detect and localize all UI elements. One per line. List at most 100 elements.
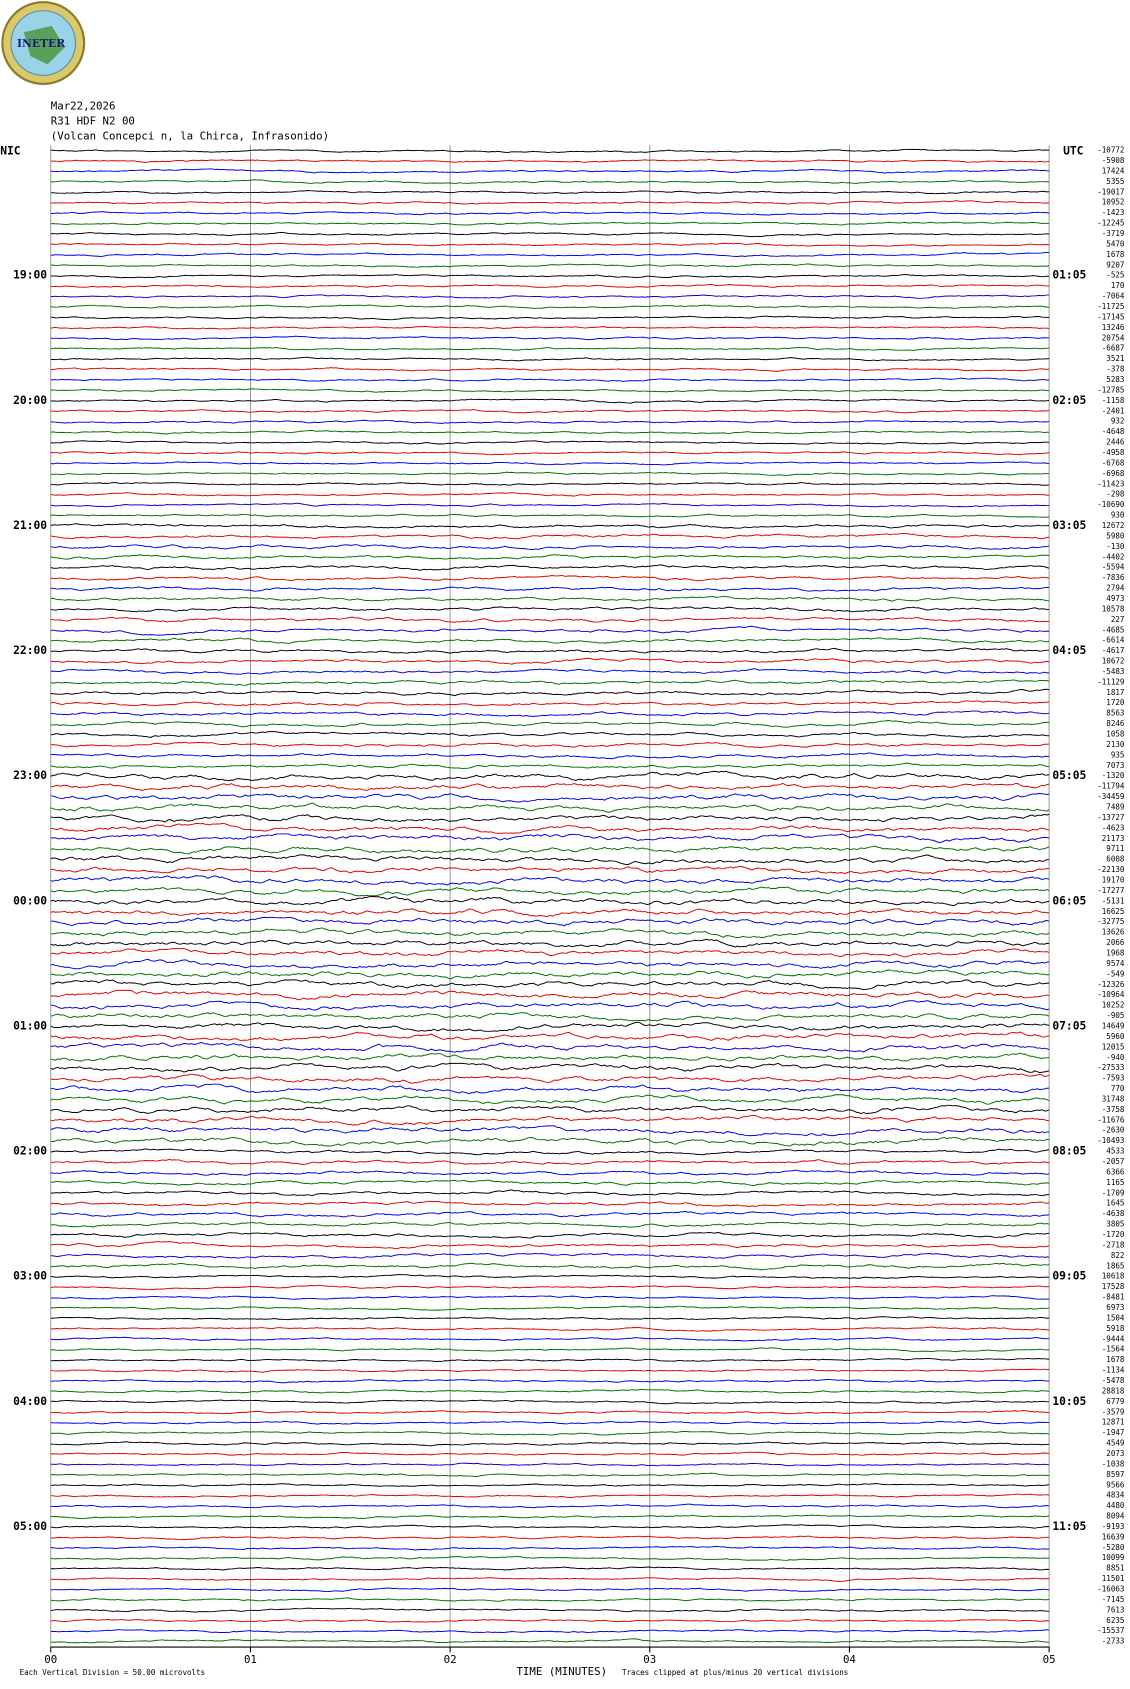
trace — [50, 471, 1050, 477]
trace — [50, 1169, 1050, 1176]
trace — [50, 263, 1050, 268]
trace — [50, 1441, 1050, 1447]
trace-offset: -4685 — [1102, 625, 1125, 634]
trace — [50, 367, 1050, 372]
trace — [50, 865, 1050, 875]
trace-offset: 930 — [1111, 511, 1125, 520]
right-time-label: 02:05 — [1052, 394, 1086, 407]
trace-offset: -6614 — [1102, 636, 1125, 645]
trace — [50, 377, 1050, 382]
trace — [50, 211, 1050, 216]
trace-offset: -1720 — [1102, 1230, 1125, 1239]
trace — [50, 347, 1050, 351]
trace-offset: -34459 — [1097, 792, 1125, 801]
trace-offset: 170 — [1111, 281, 1125, 290]
trace-offset: 21173 — [1102, 834, 1125, 843]
trace — [50, 1104, 1050, 1115]
trace — [50, 1021, 1050, 1032]
trace-offset: 12871 — [1102, 1418, 1125, 1427]
trace-offset: -12245 — [1097, 219, 1124, 228]
trace-offset: -5478 — [1102, 1376, 1125, 1385]
trace-offset: -11725 — [1097, 302, 1124, 311]
trace — [50, 1566, 1050, 1571]
trace-offset: 10672 — [1102, 657, 1125, 666]
trace-offset: -27533 — [1097, 1063, 1124, 1072]
x-tick-label: 01 — [244, 1653, 257, 1666]
trace — [50, 1012, 1050, 1022]
trace — [50, 1451, 1050, 1456]
trace-offset: -12785 — [1097, 385, 1124, 394]
trace — [50, 1420, 1050, 1425]
trace-offset: -4623 — [1102, 823, 1125, 832]
trace — [50, 148, 1050, 153]
trace — [50, 927, 1050, 938]
trace — [50, 762, 1050, 770]
trace — [50, 1336, 1050, 1342]
trace-offset: -7593 — [1102, 1074, 1125, 1083]
left-time-label: 05:00 — [13, 1520, 47, 1533]
trace — [50, 388, 1050, 393]
trace — [50, 1483, 1050, 1487]
trace-offset: 1968 — [1106, 948, 1125, 957]
trace-offset: 16625 — [1102, 907, 1125, 916]
trace — [50, 158, 1050, 163]
trace — [50, 492, 1050, 497]
x-axis-label: TIME (MINUTES) — [516, 1665, 607, 1678]
trace — [50, 1274, 1050, 1279]
trace — [50, 908, 1050, 917]
trace-offset: -10493 — [1097, 1136, 1124, 1145]
trace — [50, 719, 1050, 728]
trace — [50, 793, 1050, 803]
trace-offset: -1423 — [1102, 208, 1125, 217]
trace-offset: -11794 — [1097, 782, 1125, 791]
trace-offset: 935 — [1111, 750, 1125, 759]
left-time-label: 21:00 — [13, 519, 47, 532]
right-time-label: 04:05 — [1052, 644, 1086, 657]
trace — [50, 356, 1050, 362]
trace-offset: -9193 — [1102, 1522, 1125, 1531]
trace-offset: 3521 — [1106, 354, 1125, 363]
trace-offset: 5918 — [1106, 1324, 1125, 1333]
title-line: (Volcan Concepci n, la Chirca, Infrasoni… — [51, 130, 329, 143]
trace-offset: -5594 — [1102, 563, 1125, 572]
trace-offset: -549 — [1106, 969, 1125, 978]
trace-offset: 1865 — [1106, 1261, 1124, 1270]
trace-offset: -19017 — [1097, 187, 1124, 196]
trace — [50, 200, 1050, 205]
trace — [50, 221, 1050, 226]
trace-offset: -3758 — [1102, 1105, 1125, 1114]
x-tick-label: 03 — [643, 1653, 656, 1666]
trace-offset: -130 — [1106, 542, 1125, 551]
trace-offset: -1947 — [1102, 1428, 1125, 1437]
left-time-label: 03:00 — [13, 1270, 47, 1283]
trace-offset: -6687 — [1102, 344, 1125, 353]
left-title: NIC — [0, 145, 20, 158]
trace-offset: 3805 — [1106, 1220, 1124, 1229]
trace-offset: 10952 — [1102, 198, 1125, 207]
trace-offset: 10578 — [1102, 604, 1125, 613]
trace — [50, 523, 1050, 529]
trace — [50, 409, 1050, 414]
trace-offset: -4617 — [1102, 646, 1125, 655]
trace — [50, 574, 1050, 582]
trace — [50, 1524, 1050, 1529]
trace — [50, 1189, 1050, 1197]
x-tick-label: 00 — [44, 1653, 57, 1666]
left-time-label: 23:00 — [13, 769, 47, 782]
trace — [50, 1052, 1050, 1062]
trace-offset: 8851 — [1106, 1564, 1125, 1573]
trace-offset: 6366 — [1106, 1167, 1125, 1176]
trace — [50, 1221, 1050, 1228]
trace — [50, 564, 1050, 571]
trace — [50, 700, 1050, 707]
trace — [50, 1083, 1050, 1095]
trace-offset: -1320 — [1102, 771, 1125, 780]
trace-offset: 1678 — [1106, 1355, 1125, 1364]
trace-offset: 6235 — [1106, 1616, 1124, 1625]
trace-offset: 10618 — [1102, 1272, 1125, 1281]
trace-offset: 12672 — [1102, 521, 1125, 530]
trace — [50, 304, 1050, 309]
trace-offset: 13246 — [1102, 323, 1125, 332]
trace-offset: -2057 — [1102, 1157, 1125, 1166]
trace-offset: 1720 — [1106, 698, 1125, 707]
